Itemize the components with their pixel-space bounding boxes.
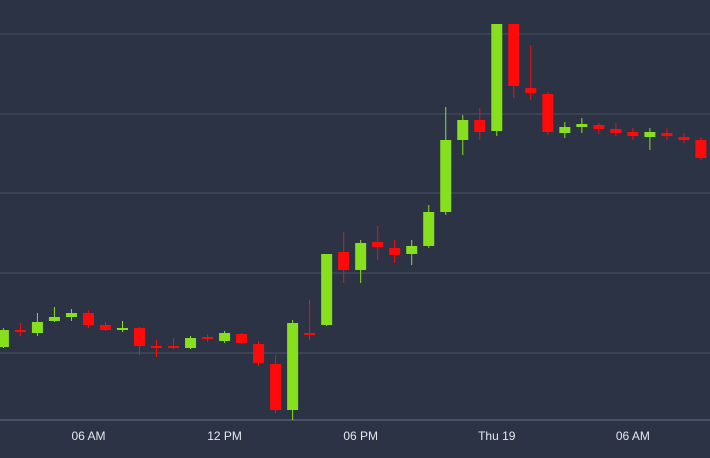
candle-body xyxy=(236,334,248,343)
candle-body xyxy=(491,24,503,131)
x-tick-label: 06 AM xyxy=(71,429,105,443)
candle-body xyxy=(508,24,520,86)
candle-body xyxy=(627,132,639,136)
candle-body xyxy=(31,322,43,333)
candle-body xyxy=(678,137,690,140)
x-tick-label: 12 PM xyxy=(207,429,242,443)
candle-body xyxy=(457,120,469,140)
candle-body xyxy=(423,212,435,246)
candle-body xyxy=(593,125,605,129)
candle-body xyxy=(185,338,197,348)
candle-body xyxy=(372,242,384,247)
candle-body xyxy=(695,140,707,158)
candle-body xyxy=(82,313,94,325)
candle-body xyxy=(151,346,163,348)
candle-body xyxy=(474,120,486,132)
candle-body xyxy=(304,333,316,335)
candle-body xyxy=(338,252,350,270)
candle-body xyxy=(406,246,418,254)
candle-body xyxy=(440,140,452,212)
candle-body xyxy=(99,325,111,330)
candle-body xyxy=(48,317,60,321)
candle-body xyxy=(14,330,26,332)
candle-body xyxy=(65,313,77,317)
candle-body xyxy=(610,129,622,133)
candle-body xyxy=(525,88,537,93)
candle-body xyxy=(389,248,401,255)
candle-body xyxy=(202,337,214,339)
candle-body xyxy=(355,243,367,270)
x-tick-label: 06 AM xyxy=(616,429,650,443)
candle-body xyxy=(644,132,656,137)
x-tick-label: Thu 19 xyxy=(478,429,516,443)
candle-body xyxy=(321,254,333,325)
candle-body xyxy=(0,330,9,347)
candle-body xyxy=(542,94,554,132)
candle-body xyxy=(116,328,128,330)
candle-body xyxy=(270,364,282,410)
candle-body xyxy=(661,133,673,136)
candle-body xyxy=(253,344,265,363)
candle-body xyxy=(559,127,571,133)
candle-body xyxy=(219,333,231,341)
x-tick-label: 06 PM xyxy=(343,429,378,443)
candle-body xyxy=(134,328,146,346)
candle-body xyxy=(576,124,588,127)
candle-body xyxy=(168,346,180,348)
candle-body xyxy=(287,323,299,410)
